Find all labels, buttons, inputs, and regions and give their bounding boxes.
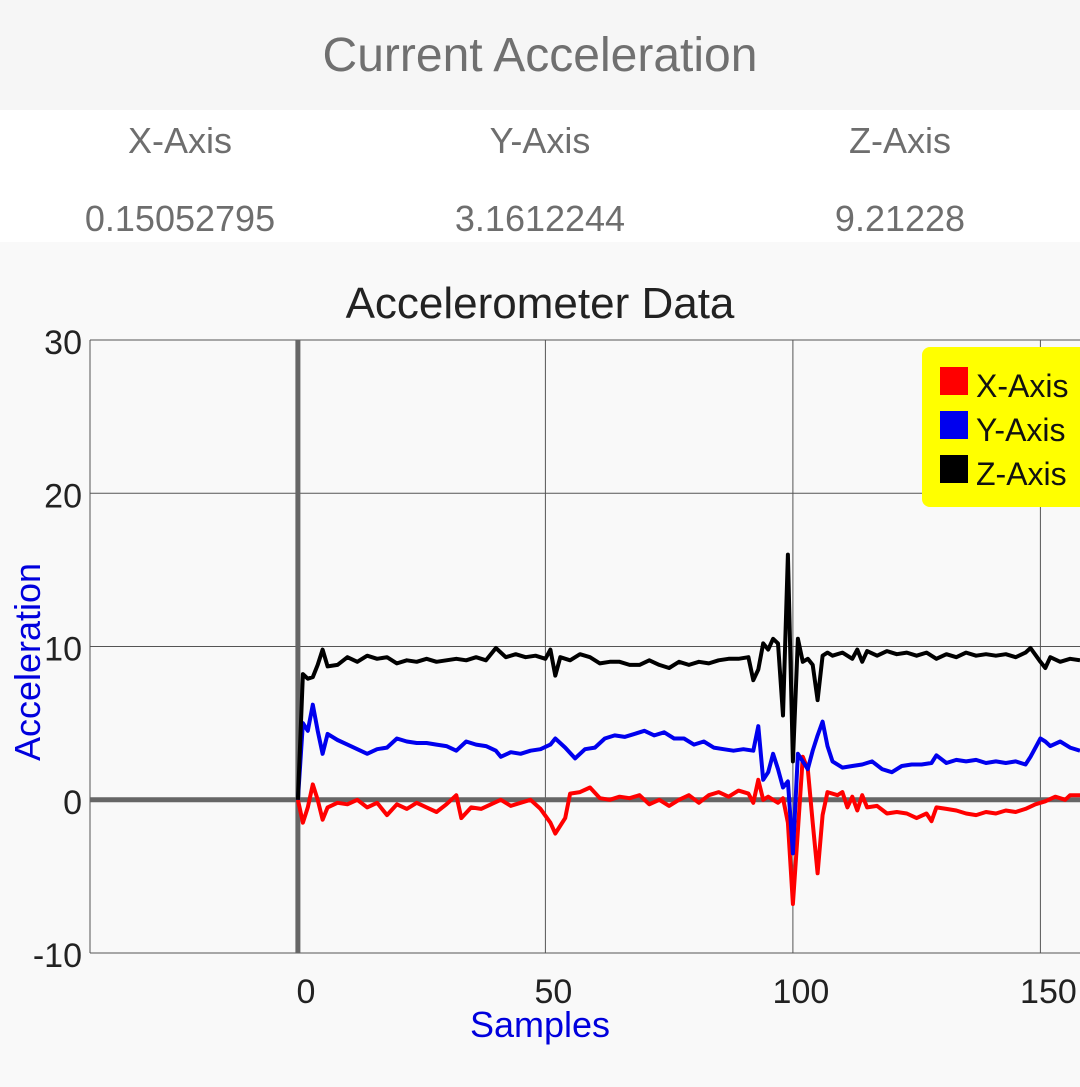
y-tick-label: 30 — [44, 324, 82, 362]
x-axis-title: Samples — [470, 1004, 610, 1045]
z-axis-value: 9.21228 — [834, 198, 966, 239]
accelerometer-chart[interactable]: Accelerometer Data Samples Acceleration … — [0, 242, 1080, 1082]
z-axis-label: Z-Axis — [849, 120, 951, 161]
x-axis-label: X-Axis — [127, 120, 232, 161]
x-tick-label: 100 — [773, 973, 830, 1011]
y-tick-label: 10 — [44, 631, 82, 669]
legend-swatch — [940, 411, 968, 439]
y-axis-reading: Y-Axis 3.1612244 — [360, 110, 720, 242]
series-line-y-axis[interactable] — [295, 702, 1080, 856]
chart-svg[interactable]: Accelerometer Data Samples Acceleration … — [0, 242, 1080, 1082]
legend-entry: X-Axis — [976, 368, 1068, 404]
legend: X-Axis Y-Axis Z-Axis — [922, 347, 1080, 507]
y-axis-title: Acceleration — [7, 563, 48, 761]
series-line-x-axis[interactable] — [295, 754, 1080, 906]
y-tick-label: 20 — [44, 477, 82, 515]
x-tick-label: 150 — [1020, 973, 1077, 1011]
y-axis-value: 3.1612244 — [454, 198, 626, 239]
y-tick-label: 0 — [63, 784, 82, 822]
y-tick-label: -10 — [33, 937, 82, 975]
current-acceleration-header: Current Acceleration — [0, 0, 1080, 110]
x-tick-label: 0 — [296, 973, 315, 1011]
series-line-z-axis[interactable] — [295, 552, 1080, 800]
x-axis-reading: X-Axis 0.15052795 — [0, 110, 360, 242]
y-axis-label: Y-Axis — [489, 120, 591, 161]
legend-swatch — [940, 367, 968, 395]
header-title: Current Acceleration — [322, 28, 758, 82]
legend-entry: Z-Axis — [976, 456, 1067, 492]
legend-entry: Y-Axis — [976, 412, 1066, 448]
x-tick-label: 50 — [534, 973, 572, 1011]
z-axis-reading: Z-Axis 9.21228 — [720, 110, 1080, 242]
readings-panel: X-Axis 0.15052795 Y-Axis 3.1612244 Z-Axi… — [0, 110, 1080, 242]
x-axis-value: 0.15052795 — [84, 198, 276, 239]
chart-title: Accelerometer Data — [346, 279, 735, 328]
legend-swatch — [940, 455, 968, 483]
